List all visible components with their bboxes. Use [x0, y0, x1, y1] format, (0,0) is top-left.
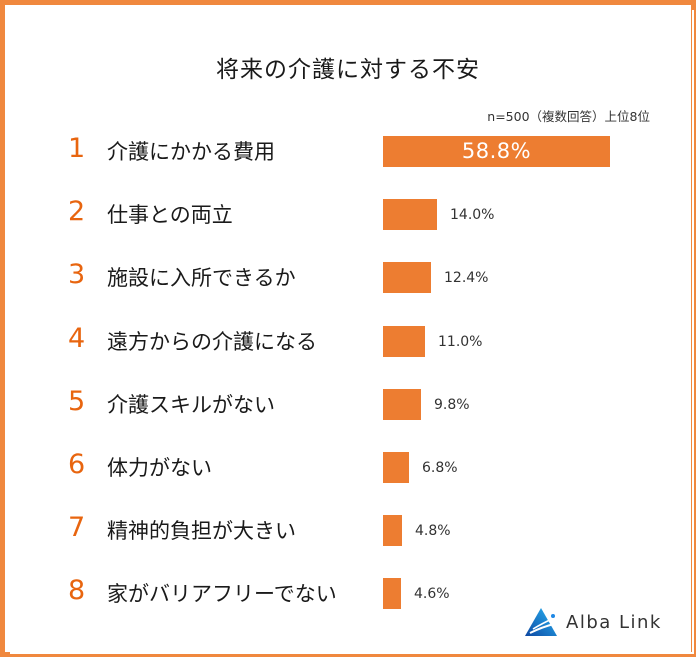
bar [383, 515, 402, 546]
chart-title: 将来の介護に対する不安 [216, 57, 480, 83]
bar-value-label: 11.0% [438, 334, 483, 350]
category-label: 精神的負担が大きい [107, 519, 296, 543]
bar-row: 7 精神的負担が大きい 4.8% [0, 512, 696, 547]
category-label: 遠方からの介護になる [107, 330, 317, 354]
bar [383, 452, 409, 483]
bar-row: 8 家がバリアフリーでない 4.6% [0, 575, 696, 610]
bar [383, 262, 431, 293]
rank-number: 7 [68, 512, 86, 543]
bar-value-label: 4.6% [414, 586, 450, 602]
category-label: 介護にかかる費用 [107, 140, 275, 164]
category-label: 体力がない [107, 456, 212, 480]
alba-link-logo-icon [525, 608, 557, 636]
rank-number: 3 [68, 259, 86, 290]
bar [383, 199, 437, 230]
rank-number: 8 [68, 575, 86, 606]
bar-value-label: 12.4% [444, 270, 489, 286]
bar: 58.8% [383, 136, 610, 167]
rank-number: 2 [68, 196, 86, 227]
brand-name: Alba Link [566, 611, 662, 633]
rank-number: 4 [68, 323, 86, 354]
bar-value-label: 9.8% [434, 397, 470, 413]
rank-number: 5 [68, 386, 86, 417]
rank-number: 6 [68, 449, 86, 480]
frame-gap [10, 10, 694, 654]
bar [383, 389, 421, 420]
brand-logo: Alba Link [524, 607, 662, 637]
sample-note: n=500（複数回答）上位8位 [487, 109, 650, 124]
category-label: 仕事との両立 [107, 203, 233, 227]
category-label: 施設に入所できるか [107, 266, 296, 290]
bar [383, 578, 401, 609]
bar-value-label: 14.0% [450, 207, 495, 223]
bar-row: 4 遠方からの介護になる 11.0% [0, 323, 696, 358]
bar-row: 2 仕事との両立 14.0% [0, 196, 696, 231]
bar-value-label: 4.8% [415, 523, 451, 539]
bar-row: 3 施設に入所できるか 12.4% [0, 259, 696, 294]
bar-row: 6 体力がない 6.8% [0, 449, 696, 484]
bar [383, 326, 425, 357]
bar-row: 1 介護にかかる費用 58.8% [0, 133, 696, 168]
rank-number: 1 [68, 133, 86, 164]
bar-row: 5 介護スキルがない 9.8% [0, 386, 696, 421]
bar-value-label: 58.8% [461, 139, 532, 163]
bar-value-label: 6.8% [422, 460, 458, 476]
category-label: 介護スキルがない [107, 393, 275, 417]
category-label: 家がバリアフリーでない [107, 582, 337, 606]
